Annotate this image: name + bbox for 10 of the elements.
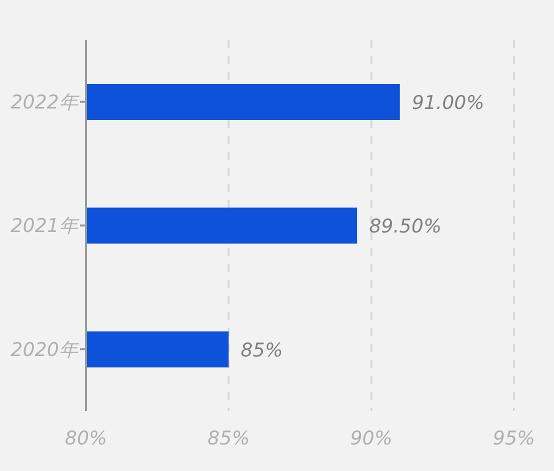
y-tick-label: 2021年 bbox=[10, 215, 80, 238]
data-label: 89.50% bbox=[369, 216, 442, 238]
x-tick-label: 80% bbox=[64, 427, 108, 450]
data-label: 85% bbox=[240, 339, 283, 362]
x-tick-label: 85% bbox=[208, 427, 250, 450]
y-tick-label: 2020年 bbox=[10, 338, 80, 361]
data-label: 91.00% bbox=[412, 92, 484, 114]
x-tick-label: 95% bbox=[492, 427, 536, 450]
x-tick-label: 90% bbox=[350, 427, 392, 450]
y-tick-label: 2022年 bbox=[10, 92, 80, 114]
